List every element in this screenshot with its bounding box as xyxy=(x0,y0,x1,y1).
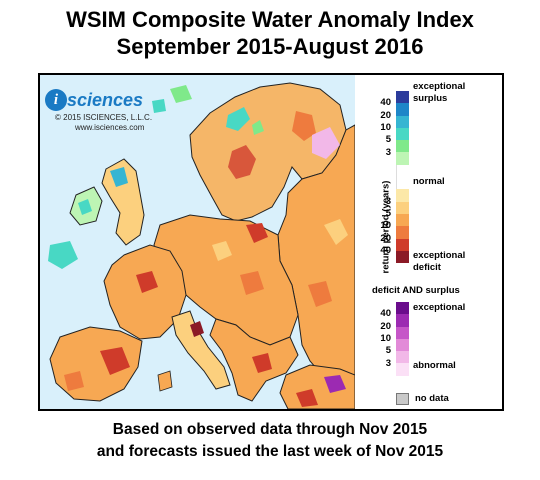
great-britain-land xyxy=(101,158,145,246)
upper-tick-label: 40 xyxy=(380,244,391,256)
footer-line-2: and forecasts issued the last week of No… xyxy=(96,443,444,460)
lower-tick-label: 3 xyxy=(385,357,391,369)
upper-color-bar xyxy=(396,91,409,264)
legend-normal: normal xyxy=(413,176,445,187)
lower-swatch xyxy=(396,314,409,327)
upper-tick-label: 3 xyxy=(385,195,391,207)
map-subtitle: September 2015-August 2016 xyxy=(116,34,424,59)
lower-tick-label: 10 xyxy=(380,332,391,344)
upper-tick-label: 20 xyxy=(380,232,391,244)
upper-tick-label: 10 xyxy=(380,121,391,133)
legend-exceptional-deficit-1: exceptional xyxy=(413,250,466,261)
legend-lower-exceptional: exceptional xyxy=(413,302,466,313)
upper-swatch xyxy=(396,213,409,227)
upper-swatch xyxy=(396,91,409,104)
map-title: WSIM Composite Water Anomaly Index xyxy=(66,7,474,32)
no-data-swatch xyxy=(396,393,409,405)
europe-map[interactable]: i sciences © 2015 ISCIENCES, L.L.C. www.… xyxy=(40,75,355,409)
lower-swatch xyxy=(396,338,409,352)
lower-swatch xyxy=(396,326,409,339)
upper-tick-label: 5 xyxy=(385,208,391,219)
legend-no-data: no data xyxy=(415,393,449,404)
upper-swatch xyxy=(396,115,409,128)
italy-land xyxy=(171,310,231,390)
finland-deficit xyxy=(292,111,316,141)
logo-url: www.isciences.com xyxy=(75,123,145,132)
upper-swatch xyxy=(396,250,409,264)
upper-tick-label: 3 xyxy=(385,146,391,158)
lower-tick-label: 20 xyxy=(380,320,391,332)
upper-swatch xyxy=(396,226,409,239)
legend-exceptional-deficit-2: deficit xyxy=(413,262,441,273)
map-graphic xyxy=(48,82,355,409)
norway-surplus xyxy=(226,107,250,131)
footer-line-1: Based on observed data through Nov 2015 xyxy=(112,421,428,438)
logo-initial: i xyxy=(45,89,67,111)
lower-swatch xyxy=(396,363,409,376)
upper-swatch xyxy=(396,201,409,214)
upper-swatch xyxy=(396,152,409,165)
legend-lower-heading: deficit AND surplus xyxy=(372,285,460,296)
upper-tick-label: 20 xyxy=(380,109,391,121)
lower-swatch xyxy=(396,302,409,315)
lower-tick-label: 40 xyxy=(380,308,391,320)
map-frame: i sciences © 2015 ISCIENCES, L.L.C. www.… xyxy=(38,73,504,411)
eastern-europe-land xyxy=(277,124,355,409)
sweden-deficit xyxy=(228,145,256,179)
lower-tick-label: 5 xyxy=(385,345,391,357)
lower-swatch xyxy=(396,351,409,364)
legend-exceptional-surplus-2: surplus xyxy=(413,93,448,104)
legend-exceptional-surplus-1: exceptional xyxy=(413,81,466,92)
logo-wordmark: sciences xyxy=(67,90,144,110)
upper-swatch xyxy=(396,140,409,153)
upper-tick-label: 40 xyxy=(380,97,391,109)
upper-swatch xyxy=(396,103,409,116)
upper-tick-label: 5 xyxy=(385,134,391,146)
legend-lower-abnormal: abnormal xyxy=(413,360,456,371)
logo-copyright: © 2015 ISCIENCES, L.L.C. xyxy=(55,113,153,122)
upper-swatch xyxy=(396,164,409,178)
france-land xyxy=(103,244,187,340)
upper-swatch xyxy=(396,127,409,141)
upper-tick-label: 10 xyxy=(380,220,391,232)
legend: return period (years) 40 20 10 5 3 3 5 10 20 40 e… xyxy=(355,75,502,409)
upper-swatch xyxy=(396,177,409,190)
upper-swatch xyxy=(396,238,409,251)
lower-color-bar xyxy=(396,302,409,376)
upper-swatch xyxy=(396,189,409,202)
